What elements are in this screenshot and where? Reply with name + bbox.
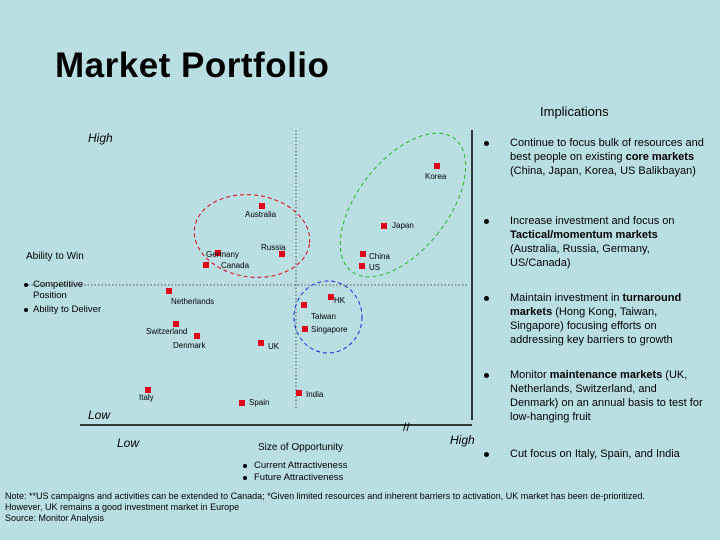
footnote: Note: **US campaigns and activities can … xyxy=(5,491,645,524)
market-label-india: India xyxy=(306,390,324,399)
market-marker-hk xyxy=(328,294,334,300)
market-marker-netherlands xyxy=(166,288,172,294)
market-label-denmark: Denmark xyxy=(173,341,206,350)
bullet-icon xyxy=(484,141,489,146)
market-marker-taiwan xyxy=(301,302,307,308)
market-label-korea: Korea xyxy=(425,172,447,181)
market-label-spain: Spain xyxy=(249,398,270,407)
y-axis-high-label: High xyxy=(88,131,113,145)
market-label-japan: Japan xyxy=(392,221,414,230)
market-label-us: US xyxy=(369,263,381,272)
market-marker-canada xyxy=(215,250,221,256)
bullet-icon xyxy=(24,283,28,287)
bullet-icon xyxy=(484,219,489,224)
bullet-icon xyxy=(243,476,247,480)
market-marker-uk xyxy=(258,340,264,346)
market-label-singapore: Singapore xyxy=(311,325,348,334)
x-axis-title: Size of Opportunity xyxy=(258,442,344,453)
market-label-taiwan: Taiwan xyxy=(311,312,336,321)
bullet-icon xyxy=(24,308,28,312)
market-marker-switzerland xyxy=(173,321,179,327)
market-label-canada: Canada xyxy=(221,261,250,270)
market-marker-italy xyxy=(145,387,151,393)
y-axis-low-label: Low xyxy=(88,408,111,422)
tactical-markets-ellipse xyxy=(193,194,311,278)
note-text: Note: **US campaigns and activities can … xyxy=(5,491,645,512)
market-marker-china xyxy=(360,251,366,257)
market-marker-japan xyxy=(381,223,387,229)
market-marker-australia xyxy=(259,203,265,209)
market-label-hk: HK xyxy=(334,296,346,305)
bullet-icon xyxy=(243,464,247,468)
y-axis-title: Ability to Win xyxy=(26,251,84,262)
market-marker-denmark xyxy=(194,333,200,339)
bullet-icon xyxy=(484,373,489,378)
market-label-germany: Germany xyxy=(206,250,239,259)
page-title: Market Portfolio xyxy=(55,46,330,85)
implications-title: Implications xyxy=(540,104,609,119)
x-axis-low-label: Low xyxy=(117,436,140,450)
market-label-netherlands: Netherlands xyxy=(171,297,215,306)
bullet-icon xyxy=(484,296,489,301)
market-markers xyxy=(145,163,440,406)
market-label-italy: Italy xyxy=(139,393,154,402)
x-axis-high-label: High xyxy=(450,433,475,447)
market-marker-russia xyxy=(279,251,285,257)
market-label-china: China xyxy=(369,252,390,261)
core-markets-ellipse xyxy=(339,132,467,278)
market-marker-korea xyxy=(434,163,440,169)
market-marker-us xyxy=(359,263,365,269)
market-marker-spain xyxy=(239,400,245,406)
market-label-russia: Russia xyxy=(261,243,286,252)
axis-break: // xyxy=(403,420,410,434)
market-marker-germany xyxy=(203,262,209,268)
market-label-uk: UK xyxy=(268,342,280,351)
market-marker-india xyxy=(296,390,302,396)
turnaround-markets-ellipse xyxy=(293,280,363,354)
market-label-switzerland: Switzerland xyxy=(146,327,188,336)
market-marker-singapore xyxy=(302,326,308,332)
market-label-australia: Australia xyxy=(245,210,277,219)
source-text: Source: Monitor Analysis xyxy=(5,513,105,523)
bullet-icon xyxy=(484,452,489,457)
